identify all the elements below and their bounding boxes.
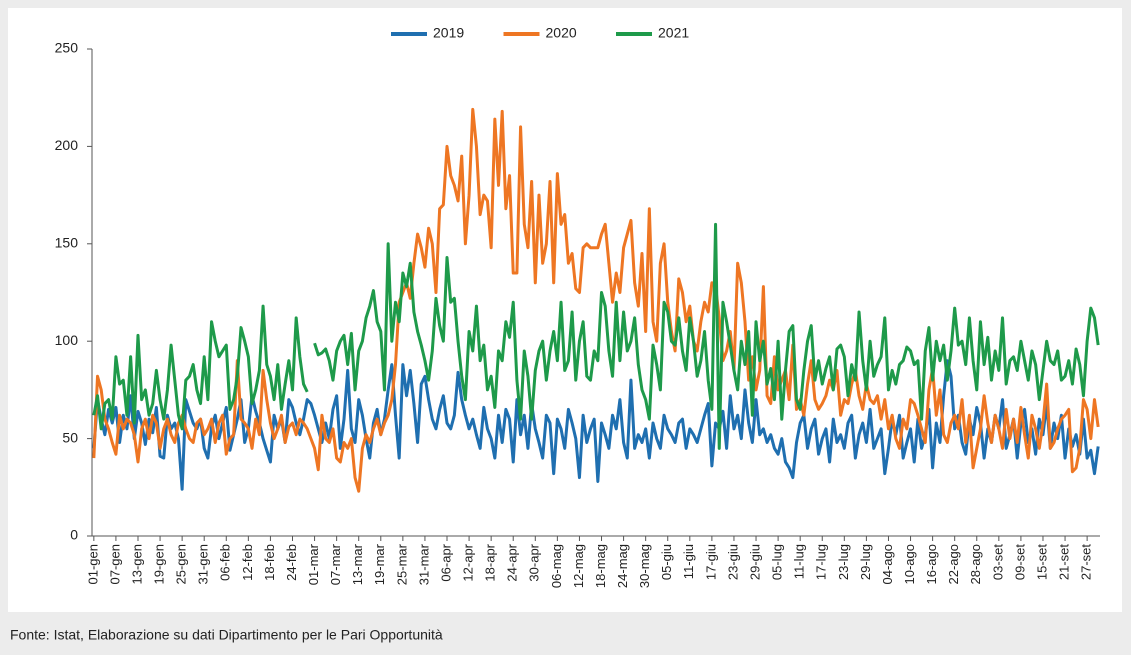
x-tick-label: 06-feb [218,544,233,581]
x-tick-label: 11-giu [681,544,696,579]
x-tick-label: 06-mag [549,544,564,588]
series-line [92,222,1100,450]
x-tick-label: 18-feb [262,544,277,581]
x-tick-label: 11-lug [792,544,807,579]
x-tick-label: 31-gen [196,544,211,584]
x-tick-label: 25-gen [174,544,189,584]
x-tick-label: 18-mag [593,544,608,588]
x-tick-label: 21-set [1056,544,1071,581]
series-line [92,107,1100,493]
x-tick-label: 12-mag [571,544,586,588]
x-tick-label: 17-lug [814,544,829,580]
legend-label: 2020 [546,25,577,41]
x-tick-label: 17-giu [703,544,718,580]
x-tick-label: 30-apr [527,543,542,581]
x-tick-label: 30-mag [637,544,652,588]
x-tick-label: 05-lug [770,544,785,580]
x-tick-label: 01-gen [85,544,100,584]
x-tick-label: 06-apr [438,543,453,581]
x-tick-label: 23-giu [725,544,740,580]
x-tick-label: 15-set [1034,544,1049,581]
x-tick-label: 24-apr [505,543,520,581]
y-tick-label: 100 [55,332,79,348]
y-tick-label: 200 [55,137,79,153]
legend-label: 2019 [433,25,464,41]
x-tick-label: 10-ago [902,544,917,584]
x-tick-label: 01-mar [306,543,321,585]
y-tick-label: 250 [55,40,79,56]
x-tick-label: 04-ago [880,544,895,584]
x-tick-label: 18-apr [483,543,498,581]
x-tick-label: 12-feb [240,544,255,581]
x-tick-label: 31-mar [416,543,431,585]
legend-label: 2021 [658,25,689,41]
source-note: Fonte: Istat, Elaborazione su dati Dipar… [10,627,443,643]
x-tick-label: 28-ago [968,544,983,584]
x-tick-label: 19-mar [372,543,387,585]
x-tick-label: 29-lug [858,544,873,580]
plot-background [8,8,1122,612]
x-tick-label: 05-giu [659,544,674,580]
x-tick-label: 07-mar [328,543,343,585]
y-tick-label: 50 [62,429,78,445]
x-tick-label: 19-gen [151,544,166,584]
x-tick-label: 03-set [990,544,1005,581]
y-tick-label: 150 [55,235,79,251]
x-tick-label: 27-set [1079,544,1094,581]
x-tick-label: 22-ago [946,544,961,584]
x-tick-label: 12-apr [461,543,476,581]
series-line [92,359,1100,491]
x-tick-label: 25-mar [394,543,409,585]
x-tick-label: 24-feb [284,544,299,581]
x-tick-label: 13-mar [350,543,365,585]
y-tick-label: 0 [70,527,78,543]
x-tick-label: 13-gen [129,544,144,584]
x-tick-label: 23-lug [836,544,851,580]
x-tick-label: 07-gen [107,544,122,584]
x-tick-label: 29-giu [747,544,762,580]
x-tick-label: 16-ago [924,544,939,584]
x-tick-label: 09-set [1012,544,1027,581]
x-tick-label: 24-mag [615,544,630,588]
